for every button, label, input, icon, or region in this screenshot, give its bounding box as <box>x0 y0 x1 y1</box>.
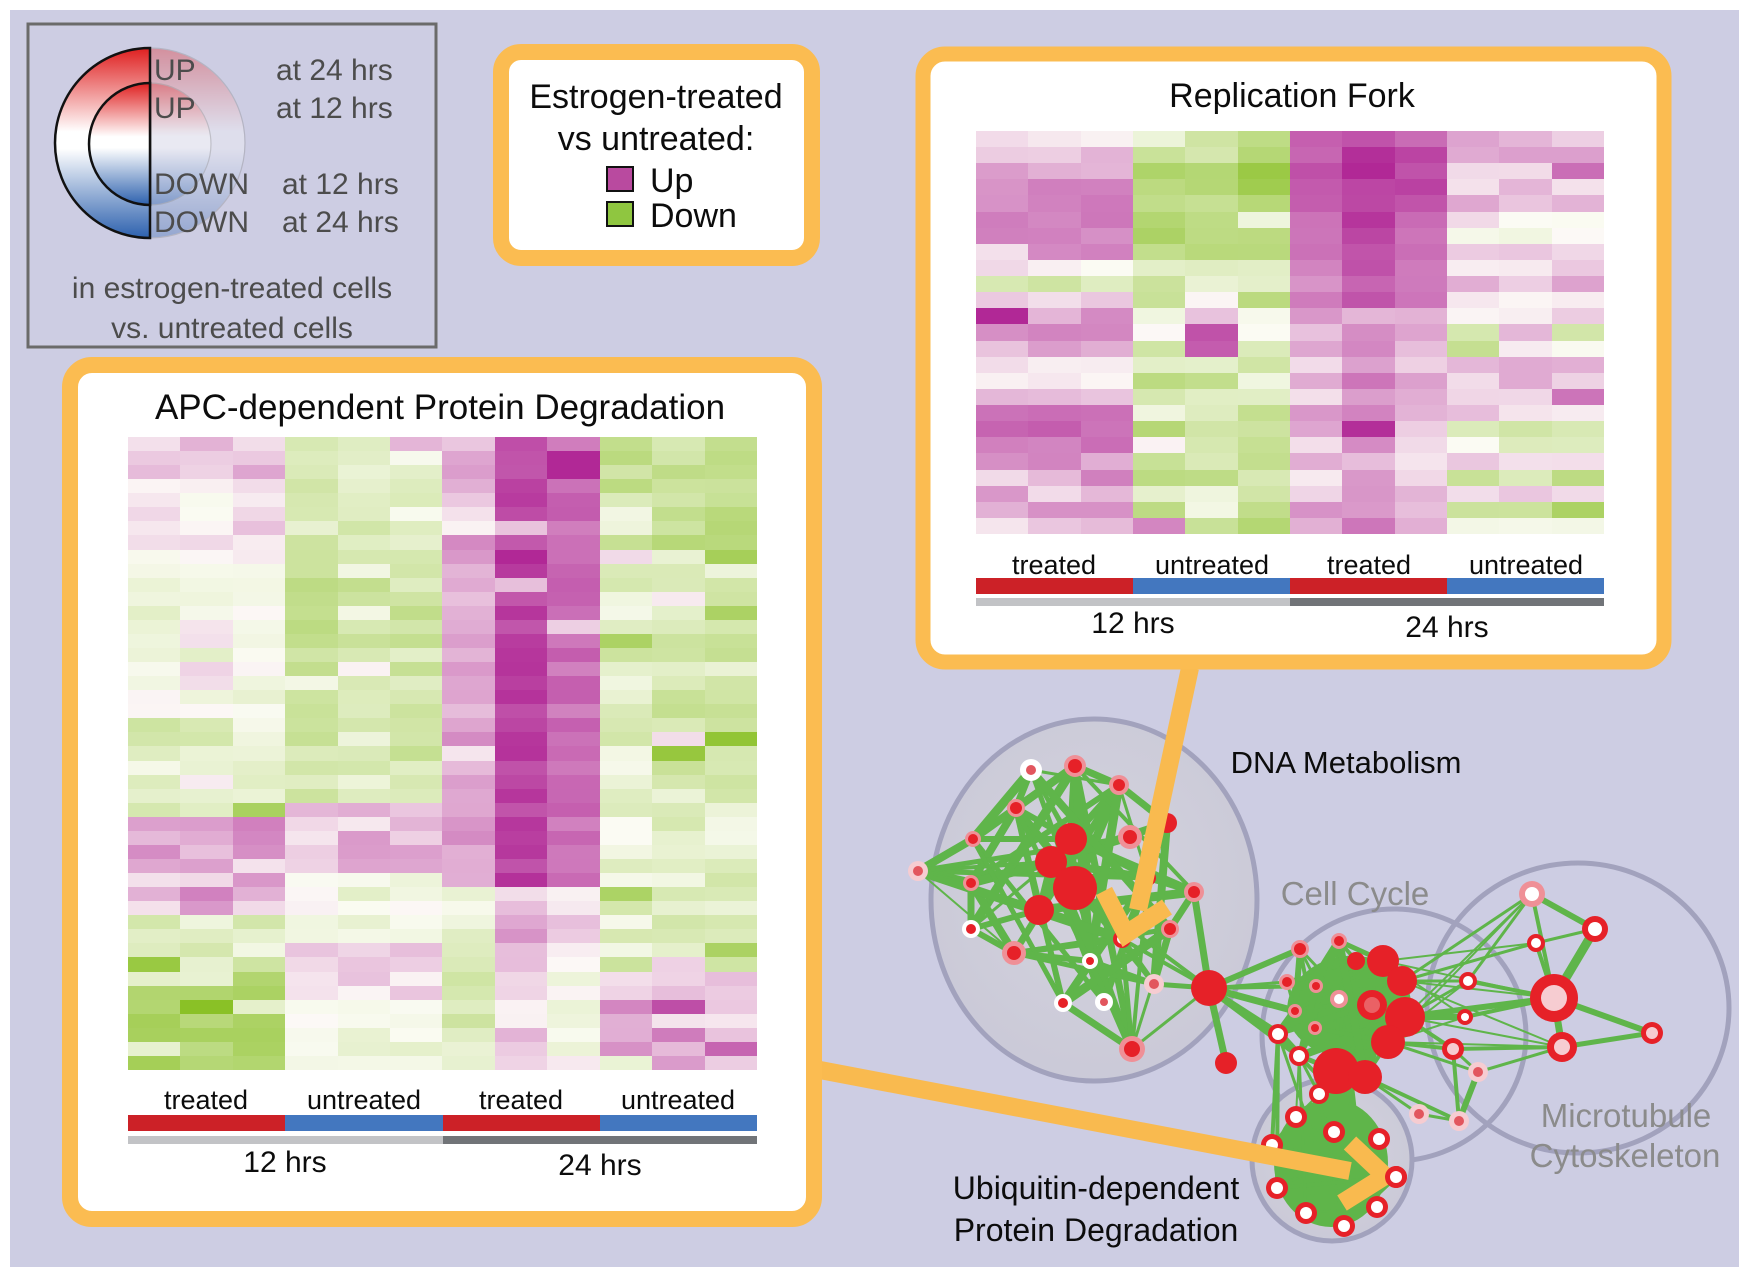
svg-text:treated: treated <box>1012 550 1096 580</box>
svg-text:12 hrs: 12 hrs <box>1091 607 1174 640</box>
svg-text:APC-dependent Protein Degradat: APC-dependent Protein Degradation <box>155 388 725 427</box>
svg-text:Ubiquitin-dependent: Ubiquitin-dependent <box>953 1170 1240 1206</box>
svg-text:untreated: untreated <box>1469 550 1583 580</box>
svg-text:Cell Cycle: Cell Cycle <box>1281 875 1430 912</box>
svg-text:Estrogen-treated: Estrogen-treated <box>529 78 782 116</box>
svg-text:UP: UP <box>154 54 196 87</box>
svg-text:Replication Fork: Replication Fork <box>1169 77 1416 115</box>
svg-text:UP: UP <box>154 92 196 125</box>
svg-text:Down: Down <box>650 197 737 235</box>
svg-text:untreated: untreated <box>307 1085 421 1115</box>
svg-text:untreated: untreated <box>1155 550 1269 580</box>
svg-text:at 12 hrs: at 12 hrs <box>282 168 399 201</box>
svg-text:vs. untreated cells: vs. untreated cells <box>111 312 353 345</box>
svg-text:untreated: untreated <box>621 1085 735 1115</box>
svg-text:at 12 hrs: at 12 hrs <box>276 92 393 125</box>
svg-text:at 24 hrs: at 24 hrs <box>276 54 393 87</box>
svg-text:treated: treated <box>1327 550 1411 580</box>
svg-text:treated: treated <box>479 1085 563 1115</box>
svg-text:DOWN: DOWN <box>154 206 249 239</box>
svg-text:Up: Up <box>650 162 693 200</box>
svg-text:treated: treated <box>164 1085 248 1115</box>
svg-text:24 hrs: 24 hrs <box>1405 611 1488 644</box>
svg-text:vs untreated:: vs untreated: <box>558 120 755 158</box>
svg-text:Protein Degradation: Protein Degradation <box>954 1212 1239 1248</box>
svg-text:in estrogen-treated cells: in estrogen-treated cells <box>72 272 392 305</box>
svg-text:Microtubule: Microtubule <box>1541 1097 1712 1134</box>
svg-text:12 hrs: 12 hrs <box>243 1146 326 1179</box>
svg-text:at 24 hrs: at 24 hrs <box>282 206 399 239</box>
svg-text:24 hrs: 24 hrs <box>558 1149 641 1182</box>
svg-text:DNA Metabolism: DNA Metabolism <box>1231 745 1462 780</box>
svg-text:DOWN: DOWN <box>154 168 249 201</box>
svg-text:Cytoskeleton: Cytoskeleton <box>1530 1137 1721 1174</box>
